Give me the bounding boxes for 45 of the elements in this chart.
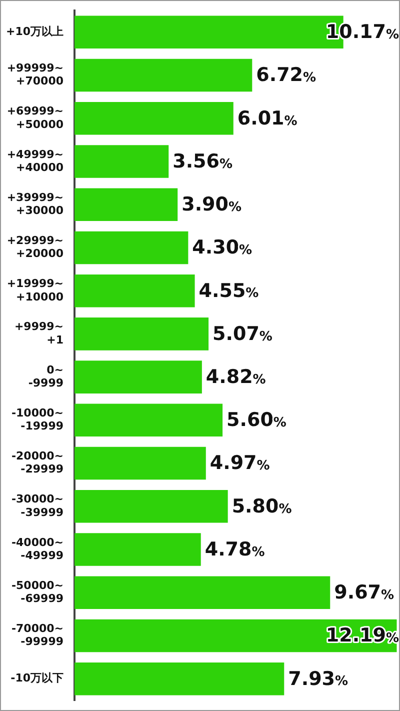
y-tick-label: -20000~ -29999: [11, 450, 64, 476]
y-tick-label: +9999~ +1: [14, 320, 64, 346]
y-tick-label: -10万以下: [10, 672, 64, 685]
bar: [74, 619, 397, 652]
y-tick-label: -50000~ -69999: [11, 578, 64, 606]
bar: [74, 662, 284, 696]
data-label: 4.82%: [206, 366, 266, 388]
bar: [74, 576, 330, 609]
y-tick-label: +69999~ +50000: [6, 104, 64, 131]
data-label: 5.80%: [232, 495, 292, 518]
data-label: 5.07%: [212, 322, 272, 345]
y-tick-label: +99999~ +70000: [6, 62, 64, 88]
bar: [74, 145, 169, 178]
y-tick-label: +19999~ +10000: [6, 277, 64, 304]
y-tick-label: -70000~ -99999: [11, 622, 64, 648]
data-label: 3.90%: [182, 194, 242, 216]
data-label: 3.56%: [172, 150, 233, 172]
bar: [74, 318, 209, 350]
bar: [74, 360, 202, 394]
data-label: 4.78%: [204, 538, 265, 560]
bar: [74, 102, 234, 135]
y-tick-label: -40000~ -49999: [11, 536, 64, 562]
y-tick-label: 0~ -9999: [28, 363, 64, 390]
y-tick-label: +39999~ +30000: [6, 190, 64, 218]
bar: [74, 404, 223, 437]
data-label: 7.93%: [288, 668, 348, 690]
data-label: 4.55%: [198, 280, 259, 302]
data-label: 9.67%: [334, 582, 394, 604]
bar: [74, 490, 228, 523]
data-label: 5.60%: [226, 409, 286, 432]
bar: [74, 188, 178, 221]
y-tick-label: +29999~ +20000: [6, 234, 64, 260]
y-tick-label: +49999~ +40000: [6, 148, 64, 174]
bar: [74, 274, 195, 308]
data-label: 6.01%: [237, 107, 298, 130]
y-tick-label: +10万以上: [6, 25, 64, 38]
bar: [74, 533, 201, 566]
bar: [74, 446, 206, 480]
data-label: 4.97%: [210, 452, 270, 474]
y-tick-label: -10000~ -19999: [11, 406, 64, 433]
bar: [74, 231, 188, 264]
bar: [74, 58, 252, 92]
y-tick-label: -30000~ -39999: [11, 492, 64, 519]
data-label: 6.72%: [256, 64, 316, 86]
data-label: 4.30%: [192, 236, 252, 259]
